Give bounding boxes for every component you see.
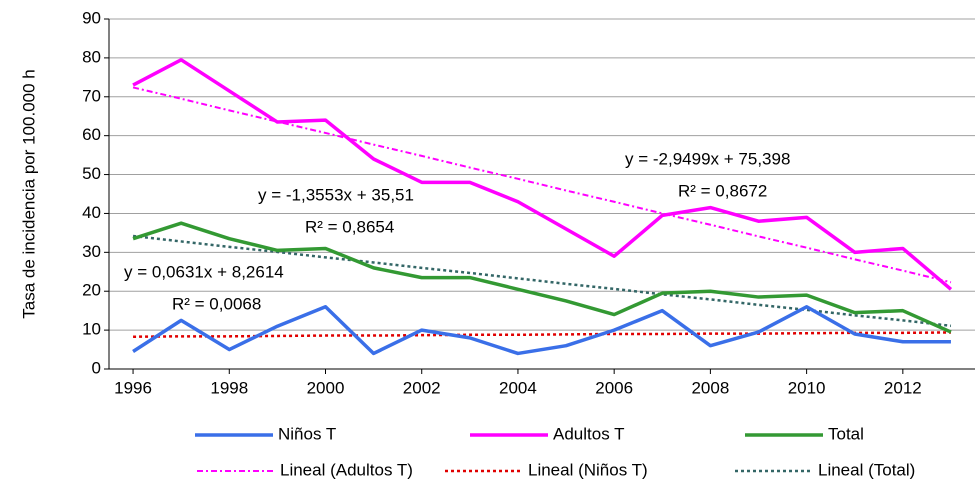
x-tick-label: 2008: [691, 378, 729, 397]
legend-label: Lineal (Total): [818, 460, 915, 479]
x-tick-label: 2002: [403, 378, 441, 397]
legend-label: Lineal (Niños T): [528, 460, 648, 479]
y-tick-label: 20: [82, 281, 101, 300]
legend-label: Niños T: [278, 424, 336, 443]
annotation: y = -2,9499x + 75,398: [625, 149, 790, 168]
annotation: y = 0,0631x + 8,2614: [124, 262, 284, 281]
y-tick-label: 80: [82, 47, 101, 66]
x-tick-label: 1996: [114, 378, 152, 397]
legend-label: Adultos T: [553, 424, 625, 443]
x-tick-label: 2006: [595, 378, 633, 397]
y-tick-label: 10: [82, 320, 101, 339]
x-tick-label: 2004: [499, 378, 537, 397]
x-tick-label: 1998: [210, 378, 248, 397]
y-tick-label: 30: [82, 242, 101, 261]
x-tick-label: 2000: [307, 378, 345, 397]
annotation: y = -1,3553x + 35,51: [258, 185, 414, 204]
y-tick-label: 0: [92, 358, 101, 377]
series-line: [132, 86, 952, 284]
annotation: R² = 0,8654: [305, 217, 394, 236]
y-tick-label: 60: [82, 125, 101, 144]
y-tick-label: 90: [82, 8, 101, 27]
series-line: [132, 305, 951, 356]
legend-label: Lineal (Adultos T): [280, 460, 413, 479]
x-tick-label: 2012: [884, 378, 922, 397]
series-line: [133, 331, 951, 338]
y-tick-label: 40: [82, 203, 101, 222]
legend-label: Total: [828, 424, 864, 443]
y-axis-title: Tasa de incidencia por 100.000 h: [19, 69, 38, 319]
y-tick-label: 50: [82, 164, 101, 183]
annotation: R² = 0,0068: [172, 294, 261, 313]
series-line: [132, 58, 953, 291]
y-tick-label: 70: [82, 86, 101, 105]
series-line: [132, 221, 952, 334]
annotation: R² = 0,8672: [678, 181, 767, 200]
x-tick-label: 2010: [788, 378, 826, 397]
